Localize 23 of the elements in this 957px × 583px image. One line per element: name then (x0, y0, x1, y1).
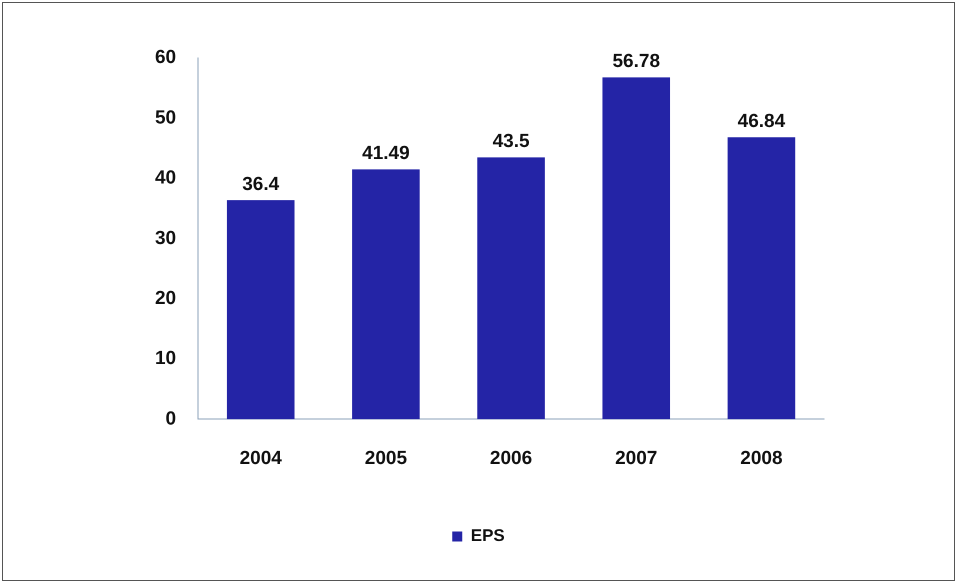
x-tick-label: 2007 (615, 448, 658, 469)
x-tick-label: 2004 (240, 448, 282, 469)
y-tick-label: 0 (166, 408, 176, 430)
data-label: 43.5 (492, 131, 530, 152)
bar (226, 200, 295, 420)
y-tick-label: 40 (154, 168, 176, 189)
data-label: 36.4 (242, 174, 280, 195)
y-tick-label: 10 (154, 348, 176, 370)
x-tick-label: 2006 (490, 448, 532, 469)
y-tick-label: 60 (154, 47, 176, 68)
bar (728, 137, 796, 420)
y-tick-label: 50 (154, 107, 176, 128)
data-label: 41.49 (362, 143, 410, 164)
bar (602, 77, 670, 420)
y-tick-label: 30 (154, 228, 176, 249)
data-label: 56.78 (612, 51, 660, 72)
data-label: 46.84 (738, 110, 786, 132)
bar (477, 157, 545, 420)
y-tick-label: 20 (154, 288, 176, 310)
bar (352, 169, 420, 420)
x-tick-label: 2005 (364, 448, 408, 469)
x-tick-label: 2008 (740, 448, 783, 469)
legend-label: EPS (470, 526, 505, 546)
